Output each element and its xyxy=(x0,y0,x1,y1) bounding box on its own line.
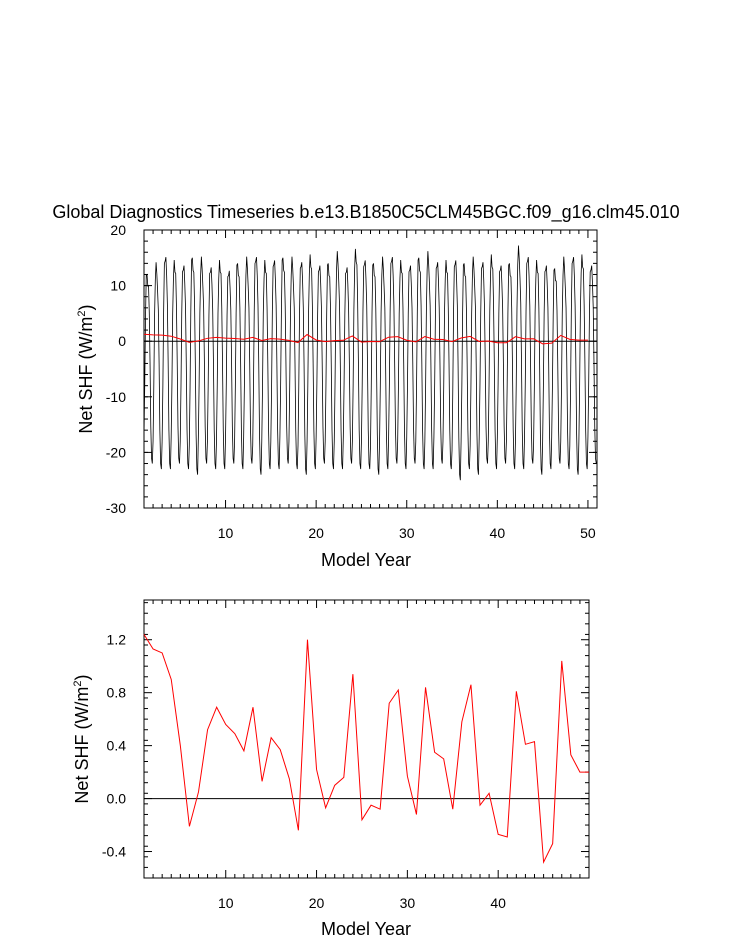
y-axis-label: Net SHF (W/m2) xyxy=(76,304,96,433)
series-lines xyxy=(143,245,597,481)
y-tick-label: 0.8 xyxy=(107,685,127,701)
x-tick-label: 10 xyxy=(218,895,234,911)
y-axis-label: Net SHF (W/m2) xyxy=(72,674,92,803)
y-tick-label: 0.0 xyxy=(107,791,127,807)
x-tick-label: 10 xyxy=(218,525,234,541)
axis-ticks: 10 20 30 40 50 -30 -20 -10 0 10 20 xyxy=(106,222,598,541)
x-tick-label: 40 xyxy=(490,895,506,911)
x-axis-label: Model Year xyxy=(321,550,411,570)
x-tick-label: 30 xyxy=(399,525,415,541)
x-axis-label: Model Year xyxy=(321,919,411,939)
x-tick-label: 20 xyxy=(308,525,324,541)
x-tick-label: 30 xyxy=(400,895,416,911)
y-tick-label: 0.4 xyxy=(107,738,127,754)
timeseries-annual-chart: 10 20 30 40 -0.4 0.0 0.4 0.8 1.2 Model Year Net … xyxy=(72,599,590,939)
x-tick-label: 20 xyxy=(309,895,325,911)
y-tick-label: 1.2 xyxy=(107,632,127,648)
annual-mean-series-line xyxy=(143,634,589,864)
plot-frame xyxy=(143,599,590,879)
y-tick-label: 10 xyxy=(110,278,126,294)
chart-title: Global Diagnostics Timeseries b.e13.B185… xyxy=(52,202,679,223)
series-lines xyxy=(143,634,589,864)
y-tick-label: -0.4 xyxy=(102,844,126,860)
x-tick-label: 50 xyxy=(580,525,596,541)
y-tick-label: 0 xyxy=(118,333,126,349)
x-tick-label: 40 xyxy=(490,525,506,541)
timeseries-monthly-chart: Global Diagnostics Timeseries b.e13.B185… xyxy=(52,202,679,570)
annual-mean-series-line xyxy=(143,333,588,345)
y-tick-label: -10 xyxy=(106,389,126,405)
axis-ticks: 10 20 30 40 -0.4 0.0 0.4 0.8 1.2 xyxy=(102,600,589,911)
monthly-series-line xyxy=(143,245,597,481)
y-tick-label: -30 xyxy=(106,500,126,516)
y-tick-label: 20 xyxy=(110,222,126,238)
y-tick-label: -20 xyxy=(106,444,126,460)
